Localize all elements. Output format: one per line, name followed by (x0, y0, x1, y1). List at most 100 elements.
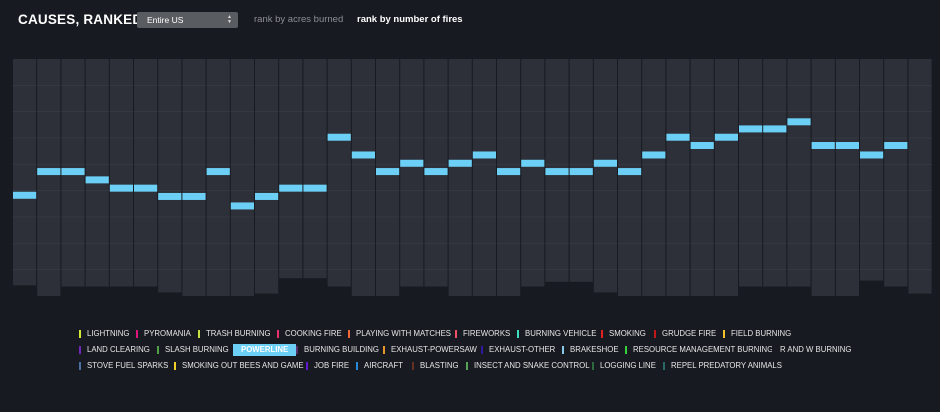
legend-label: LAND CLEARING (87, 345, 150, 354)
legend-label: COOKING FIRE (285, 329, 342, 338)
powerline-rank-marker[interactable] (835, 142, 859, 150)
powerline-rank-marker[interactable] (327, 133, 351, 141)
cause-column[interactable] (835, 59, 859, 296)
cause-column[interactable] (642, 59, 666, 296)
legend-label: POWERLINE (233, 344, 297, 356)
powerline-rank-marker[interactable] (400, 159, 424, 167)
powerline-rank-marker[interactable] (182, 192, 206, 200)
powerline-rank-marker[interactable] (85, 176, 109, 184)
powerline-rank-marker[interactable] (497, 168, 521, 176)
cause-column[interactable] (85, 59, 109, 287)
powerline-rank-marker[interactable] (37, 168, 61, 176)
cause-column[interactable] (811, 59, 835, 296)
legend-label: STOVE FUEL SPARKS (87, 361, 169, 370)
powerline-rank-marker[interactable] (811, 142, 835, 150)
powerline-rank-marker[interactable] (714, 133, 738, 141)
legend-label: FIREWORKS (463, 329, 511, 338)
cause-column[interactable] (497, 59, 521, 296)
cause-column[interactable] (109, 59, 133, 287)
cause-column[interactable] (884, 59, 908, 287)
cause-column[interactable] (255, 59, 279, 294)
powerline-rank-marker[interactable] (424, 168, 448, 176)
legend-label: AIRCRAFT (364, 361, 403, 370)
powerline-rank-marker[interactable] (472, 151, 496, 159)
cause-column[interactable] (37, 59, 61, 296)
legend-label: R AND W BURNING (780, 345, 852, 354)
powerline-rank-marker[interactable] (763, 125, 787, 133)
cause-column[interactable] (666, 59, 690, 296)
legend-swatch (772, 346, 774, 354)
cause-column[interactable] (908, 59, 932, 294)
cause-column[interactable] (521, 59, 545, 287)
legend-label: PYROMANIA (144, 329, 191, 338)
powerline-rank-marker[interactable] (303, 184, 327, 192)
region-select-value: Entire US (147, 15, 184, 25)
powerline-rank-marker[interactable] (593, 159, 617, 167)
legend-label: BURNING BUILDING (304, 345, 379, 354)
legend-swatch (663, 362, 665, 370)
powerline-rank-marker[interactable] (521, 159, 545, 167)
powerline-rank-marker[interactable] (255, 192, 279, 200)
powerline-rank-marker[interactable] (666, 133, 690, 141)
cause-column[interactable] (230, 59, 254, 296)
powerline-rank-marker[interactable] (376, 168, 400, 176)
cause-column[interactable] (787, 59, 811, 287)
cause-column[interactable] (472, 59, 496, 296)
cause-column[interactable] (327, 59, 351, 287)
legend-label: REPEL PREDATORY ANIMALS (671, 361, 782, 370)
legend-swatch (466, 362, 468, 370)
cause-column[interactable] (134, 59, 158, 287)
powerline-rank-marker[interactable] (158, 192, 182, 200)
legend-swatch (481, 346, 483, 354)
legend-swatch (348, 330, 350, 338)
cause-column[interactable] (618, 59, 642, 296)
cause-column[interactable] (400, 59, 424, 287)
legend-label: RESOURCE MANAGEMENT BURNING (633, 345, 774, 354)
legend-swatch (412, 362, 414, 370)
powerline-rank-marker[interactable] (739, 125, 763, 133)
powerline-rank-marker[interactable] (13, 191, 37, 199)
region-select[interactable]: Entire US ▲ ▼ (137, 12, 238, 28)
powerline-rank-marker[interactable] (860, 151, 884, 159)
powerline-rank-marker[interactable] (134, 184, 158, 192)
rank-by-fires-link[interactable]: rank by number of fires (357, 14, 463, 25)
cause-column[interactable] (13, 59, 37, 286)
powerline-rank-marker[interactable] (109, 184, 133, 192)
cause-column[interactable] (763, 59, 787, 287)
cause-column[interactable] (714, 59, 738, 296)
powerline-rank-marker[interactable] (61, 168, 85, 176)
powerline-rank-marker[interactable] (642, 151, 666, 159)
cause-column[interactable] (182, 59, 206, 296)
powerline-rank-marker[interactable] (230, 202, 254, 210)
cause-column[interactable] (279, 59, 303, 279)
legend-swatch (625, 346, 627, 354)
cause-column[interactable] (593, 59, 617, 293)
powerline-rank-marker[interactable] (206, 168, 230, 176)
powerline-rank-marker[interactable] (884, 142, 908, 150)
legend-label: GRUDGE FIRE (662, 329, 717, 338)
cause-column[interactable] (448, 59, 472, 296)
powerline-rank-marker[interactable] (690, 142, 714, 150)
cause-column[interactable] (351, 59, 375, 296)
select-arrows-icon: ▲ ▼ (227, 14, 232, 25)
cause-column[interactable] (158, 59, 182, 293)
powerline-rank-marker[interactable] (545, 168, 569, 176)
powerline-rank-marker[interactable] (448, 159, 472, 167)
cause-column[interactable] (206, 59, 230, 296)
cause-column[interactable] (690, 59, 714, 296)
legend-swatch (136, 330, 138, 338)
legend-label: FIELD BURNING (731, 329, 792, 338)
cause-column[interactable] (739, 59, 763, 287)
legend-label: BURNING VEHICLE (525, 329, 597, 338)
cause-column[interactable] (376, 59, 400, 296)
legend-label: LOGGING LINE (600, 361, 656, 370)
powerline-rank-marker[interactable] (279, 184, 303, 192)
powerline-rank-marker[interactable] (787, 118, 811, 126)
legend-label: EXHAUST-POWERSAW (391, 345, 477, 354)
powerline-rank-marker[interactable] (618, 168, 642, 176)
cause-column[interactable] (860, 59, 884, 281)
powerline-rank-marker[interactable] (351, 151, 375, 159)
rank-by-acres-link[interactable]: rank by acres burned (254, 14, 344, 25)
powerline-rank-marker[interactable] (569, 168, 593, 176)
cause-column[interactable] (303, 59, 327, 279)
